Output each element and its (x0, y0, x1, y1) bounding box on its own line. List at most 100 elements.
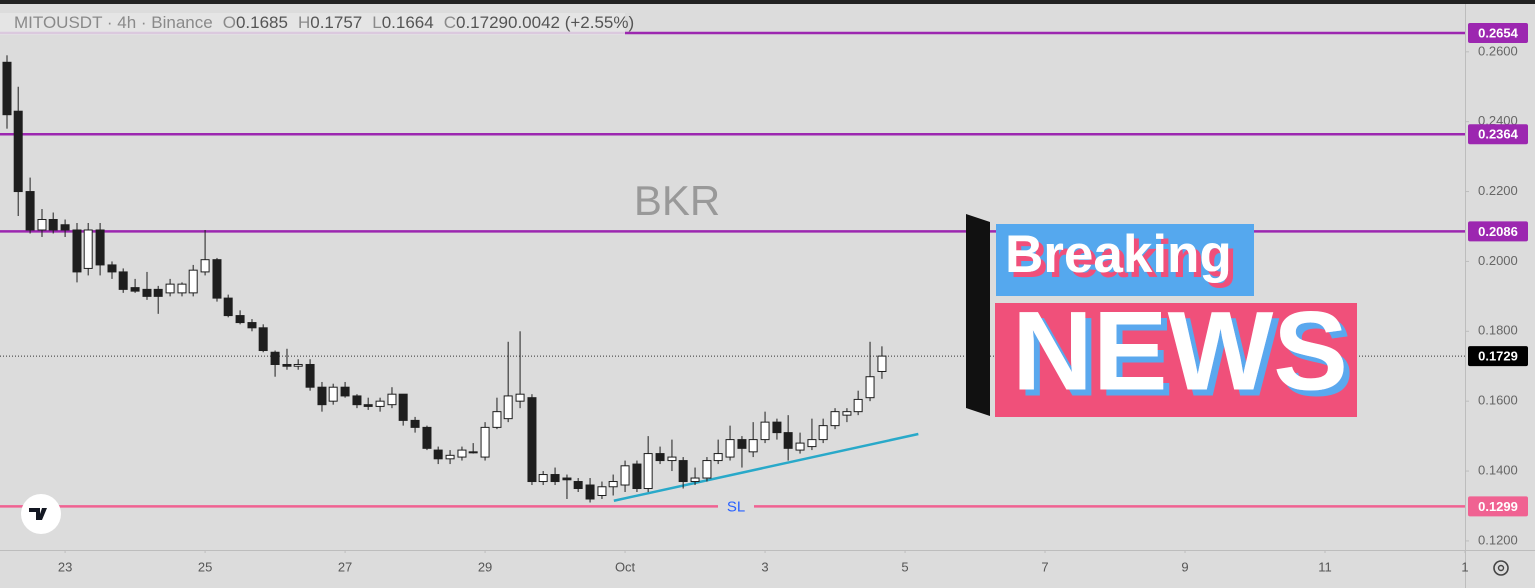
x-tick-label: 9 (1181, 559, 1188, 574)
candle-body (573, 481, 583, 490)
x-tick-label: Oct (615, 559, 636, 574)
candle-body (212, 259, 222, 299)
y-tick-label: 0.2000 (1478, 253, 1518, 268)
candle-body (188, 269, 198, 294)
y-tick-label: 0.1600 (1478, 393, 1518, 408)
candle-body (830, 411, 840, 427)
ohlc-key: C (444, 13, 456, 32)
ohlc-key: L (372, 13, 381, 32)
candle-body (398, 393, 408, 421)
candle-body (270, 351, 280, 365)
candle-body (200, 259, 210, 273)
candle-body (632, 463, 642, 490)
candle-body (83, 229, 93, 269)
candle-body (130, 287, 140, 292)
overlay-layer: MITOUSDT · 4h · Binance O0.1685 H0.1757 L0.… (0, 13, 1528, 576)
candle-body (503, 395, 513, 420)
candle-body (515, 393, 525, 402)
symbol: MITOUSDT · 4h · Binance (14, 13, 213, 32)
ohlc: O0.1685 H0.1757 L0.1664 C0.17290.0042 (+2.5… (223, 13, 634, 32)
banner-box-bottom (995, 303, 1357, 417)
candle-body (363, 404, 373, 407)
candle-body (690, 477, 700, 483)
candle-body (655, 453, 665, 462)
price-badge (1468, 124, 1528, 145)
top-border (0, 0, 1535, 4)
candle-body (527, 397, 537, 483)
candle-body (853, 398, 863, 413)
x-tick-label: 5 (901, 559, 908, 574)
settings-button[interactable] (1493, 560, 1509, 576)
price-badge (1468, 496, 1528, 517)
level-label-background (718, 497, 754, 516)
y-tick-label: 0.2200 (1478, 183, 1518, 198)
price-badge (1468, 22, 1528, 43)
x-tick-label: 27 (338, 559, 352, 574)
ohlc-key: O (223, 13, 236, 32)
x-tick-label: 3 (761, 559, 768, 574)
ohlc-value: 0.1729 (456, 13, 508, 32)
x-tick-label: 11 (1318, 559, 1332, 574)
last-price-label: 0.1729 (1478, 349, 1518, 364)
candle-body (422, 426, 432, 449)
candle-body (492, 411, 502, 428)
candle-body (165, 283, 175, 294)
logo-mark (29, 508, 47, 520)
candle-body (457, 449, 467, 458)
candle-body (317, 386, 327, 406)
x-tick-label: 23 (58, 559, 72, 574)
settings-gear-center[interactable] (1497, 564, 1505, 572)
lines-layer: 0.12000.14000.16000.18000.20000.22000.24… (0, 31, 1518, 574)
candle-body (538, 474, 548, 483)
candle-body (877, 355, 887, 372)
ohlc-value: 0.1757 (310, 13, 362, 32)
settings-gear[interactable] (1493, 560, 1509, 576)
candle-body (725, 439, 735, 458)
candle-body (585, 484, 595, 500)
candle-body (340, 386, 350, 397)
candle-body (608, 481, 618, 488)
y-tick-label: 0.1800 (1478, 323, 1518, 338)
candle-body (445, 454, 455, 460)
y-tick-label: 0.1200 (1478, 532, 1518, 547)
annotation: BKR (634, 177, 720, 224)
candle-body (748, 439, 758, 453)
banner-box-top (996, 224, 1254, 296)
candle-body (807, 439, 817, 448)
candle-body (235, 315, 245, 324)
candle-body (667, 456, 677, 462)
candle-body (865, 376, 875, 399)
ohlc-value: 0.1664 (382, 13, 434, 32)
candle-body (247, 322, 257, 329)
candles-layer (2, 55, 887, 503)
price-badge-label: 0.1299 (1478, 499, 1518, 514)
candle-body (387, 393, 397, 406)
candle-body (282, 363, 292, 367)
ohlc-value: 0.1685 (236, 13, 288, 32)
candle-body (153, 288, 163, 297)
candle-body (107, 264, 117, 273)
candle-body (142, 288, 152, 297)
candle-body (13, 110, 23, 193)
candle-body (795, 442, 805, 451)
x-tick-label: 29 (478, 559, 492, 574)
price-badge-label: 0.2086 (1478, 224, 1518, 239)
candle-body (223, 297, 233, 317)
candle-body (305, 363, 315, 388)
candle-body (25, 191, 35, 231)
candle-body (95, 229, 105, 266)
candle-body (772, 421, 782, 434)
y-tick-label: 0.1400 (1478, 462, 1518, 477)
candle-body (760, 421, 770, 441)
candle-body (177, 283, 187, 294)
candle-body (468, 451, 478, 454)
banner-line1: Breaking (1005, 225, 1232, 284)
candle-body (818, 425, 828, 441)
candle-body (375, 400, 385, 407)
candle-body (550, 474, 560, 483)
candle-body (702, 460, 712, 479)
candle-body (480, 426, 490, 458)
